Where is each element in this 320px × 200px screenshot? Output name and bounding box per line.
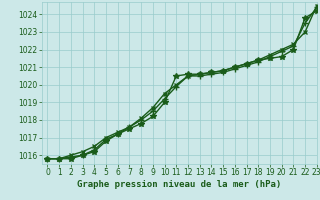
X-axis label: Graphe pression niveau de la mer (hPa): Graphe pression niveau de la mer (hPa): [77, 180, 281, 189]
